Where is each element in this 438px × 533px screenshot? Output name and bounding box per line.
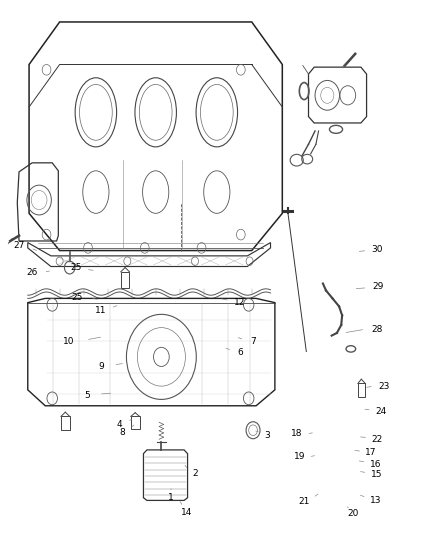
Text: 1: 1 xyxy=(168,493,174,502)
Text: 17: 17 xyxy=(365,448,377,457)
Text: 8: 8 xyxy=(119,428,125,437)
Text: 24: 24 xyxy=(376,407,387,416)
Text: 27: 27 xyxy=(13,241,25,250)
Text: 3: 3 xyxy=(264,431,270,440)
Text: 21: 21 xyxy=(298,497,310,506)
Text: 14: 14 xyxy=(180,507,192,516)
Text: 18: 18 xyxy=(291,430,303,439)
Text: 2: 2 xyxy=(192,470,198,478)
Text: 30: 30 xyxy=(371,245,383,254)
Text: 22: 22 xyxy=(371,435,383,444)
Text: 9: 9 xyxy=(98,362,104,371)
Text: 12: 12 xyxy=(234,298,246,307)
Text: 5: 5 xyxy=(84,391,90,400)
Text: 11: 11 xyxy=(95,305,106,314)
Text: 20: 20 xyxy=(348,509,359,518)
Text: 25: 25 xyxy=(71,293,83,302)
Text: 16: 16 xyxy=(370,460,381,469)
Text: 23: 23 xyxy=(378,382,390,391)
Text: 10: 10 xyxy=(63,337,74,346)
Text: 7: 7 xyxy=(250,337,256,346)
Text: 28: 28 xyxy=(371,325,383,334)
Text: 6: 6 xyxy=(237,348,243,357)
Text: 15: 15 xyxy=(371,471,383,479)
Text: 25: 25 xyxy=(70,263,81,272)
Text: 4: 4 xyxy=(117,421,122,430)
Text: 13: 13 xyxy=(370,496,381,505)
Text: 29: 29 xyxy=(373,282,384,291)
Text: 26: 26 xyxy=(26,269,38,277)
Text: 19: 19 xyxy=(294,453,306,462)
